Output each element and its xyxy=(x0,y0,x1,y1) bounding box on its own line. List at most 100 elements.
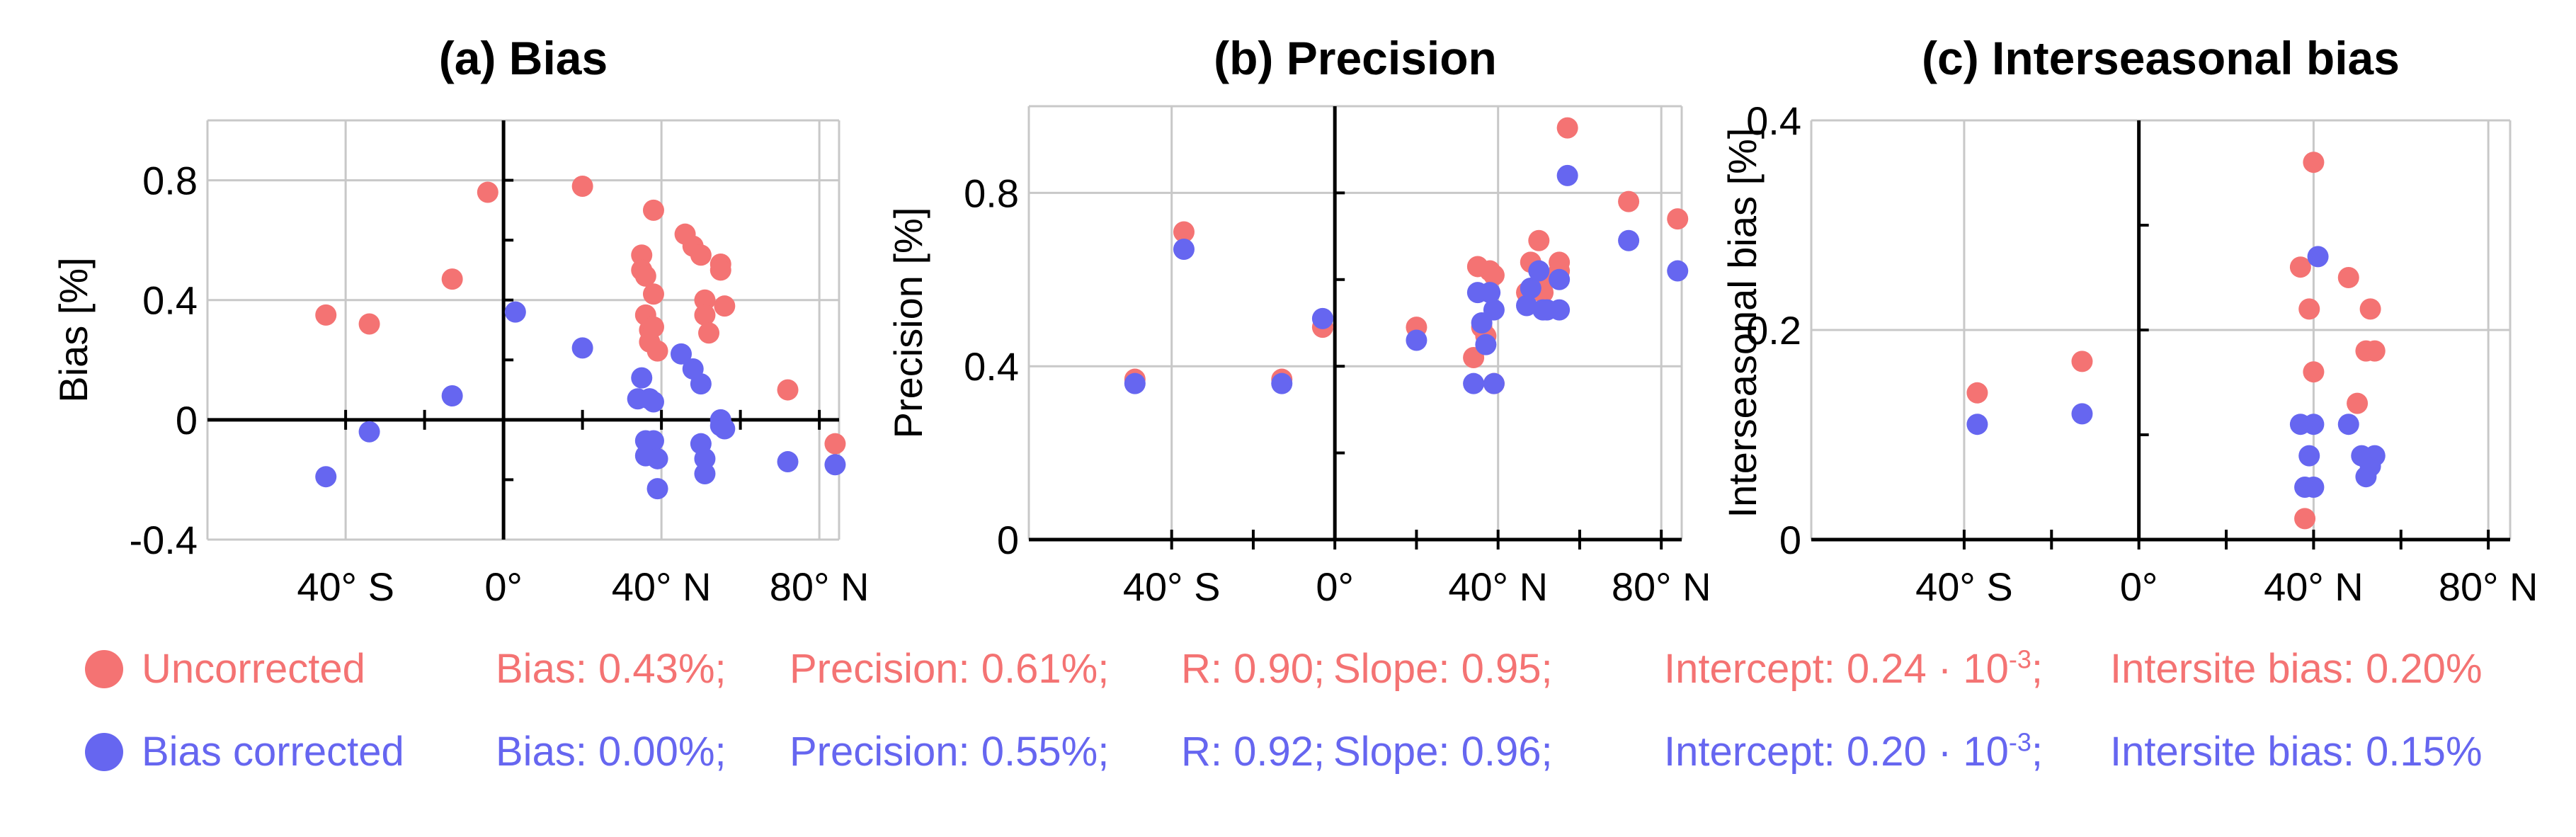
data-point-corrected xyxy=(1516,295,1538,317)
data-point-corrected xyxy=(1549,299,1571,321)
data-point-corrected xyxy=(1618,229,1640,251)
y-tick-label: 0 xyxy=(176,398,198,443)
panel-bias: (a) Bias -0.4 0 0.4 0.8 40° S 0° 40° N 80° N Bias… xyxy=(51,32,869,609)
data-point-uncorrected xyxy=(2298,298,2320,320)
data-point-corrected xyxy=(1966,414,1988,435)
data-point-uncorrected xyxy=(642,199,664,221)
x-tick-label: 0° xyxy=(484,564,523,609)
x-tick-label: 40° S xyxy=(297,564,394,609)
data-point-uncorrected xyxy=(2071,351,2093,372)
y-axis-label: Precision [%] xyxy=(886,207,930,439)
data-point-corrected xyxy=(646,448,668,469)
data-point-corrected xyxy=(1406,329,1427,351)
data-point-uncorrected xyxy=(1618,190,1640,212)
data-point-uncorrected xyxy=(777,379,799,401)
y-tick-label: 0.4 xyxy=(1746,98,1801,143)
chart-title: (b) Precision xyxy=(1214,32,1497,84)
data-point-corrected xyxy=(1483,299,1505,321)
data-point-uncorrected xyxy=(631,244,653,266)
data-point-uncorrected xyxy=(1966,382,1988,404)
data-point-corrected xyxy=(642,391,664,413)
y-tick-label: 0.8 xyxy=(142,159,198,203)
x-tick-label: 40° N xyxy=(1448,564,1548,609)
data-point-uncorrected xyxy=(2303,361,2325,383)
data-point-corrected xyxy=(690,373,712,395)
data-point-corrected xyxy=(777,451,799,473)
x-tick-label: 0° xyxy=(2120,564,2158,609)
data-point-corrected xyxy=(441,385,463,407)
data-point-uncorrected xyxy=(1173,221,1195,243)
data-point-uncorrected xyxy=(2364,340,2386,362)
data-point-uncorrected xyxy=(1549,251,1571,273)
data-point-corrected xyxy=(571,337,593,359)
data-point-uncorrected xyxy=(714,295,736,317)
data-point-uncorrected xyxy=(642,316,664,338)
data-point-uncorrected xyxy=(694,304,716,326)
y-tick-label: -0.4 xyxy=(130,518,198,562)
data-point-corrected xyxy=(2298,445,2320,467)
data-point-uncorrected xyxy=(694,289,716,311)
x-tick-label: 40° N xyxy=(2264,564,2364,609)
data-point-corrected xyxy=(1667,260,1689,282)
y-tick-label: 0.4 xyxy=(142,278,198,323)
x-tick-label: 80° N xyxy=(1612,564,1711,609)
data-point-uncorrected xyxy=(1667,208,1689,230)
data-point-uncorrected xyxy=(571,176,593,198)
data-point-corrected xyxy=(1483,372,1505,394)
data-point-corrected xyxy=(1520,278,1541,300)
data-point-corrected xyxy=(2071,403,2093,425)
data-point-corrected xyxy=(2307,246,2329,268)
data-point-uncorrected xyxy=(1528,229,1550,251)
data-point-corrected xyxy=(358,421,380,443)
data-point-uncorrected xyxy=(698,322,720,344)
data-point-corrected xyxy=(694,462,716,484)
data-point-corrected xyxy=(1475,334,1497,355)
data-point-corrected xyxy=(1479,282,1501,304)
data-point-uncorrected xyxy=(634,265,656,287)
data-point-corrected xyxy=(2303,414,2325,435)
data-point-uncorrected xyxy=(2303,152,2325,173)
data-point-corrected xyxy=(1556,164,1578,186)
y-axis-label: Bias [%] xyxy=(51,257,96,402)
data-point-uncorrected xyxy=(441,268,463,290)
chart-title: (a) Bias xyxy=(439,32,608,84)
data-point-uncorrected xyxy=(646,340,668,362)
data-point-uncorrected xyxy=(477,181,498,203)
x-tick-label: 40° S xyxy=(1915,564,2013,609)
y-axis-label: Interseasonal bias [%] xyxy=(1720,128,1765,518)
data-point-uncorrected xyxy=(358,313,380,335)
data-point-uncorrected xyxy=(642,283,664,305)
data-point-corrected xyxy=(1311,307,1333,329)
data-point-corrected xyxy=(2337,414,2359,435)
data-point-corrected xyxy=(694,448,716,469)
data-point-corrected xyxy=(642,430,664,452)
y-tick-label: 0 xyxy=(997,518,1019,562)
data-point-uncorrected xyxy=(315,304,337,326)
data-point-uncorrected xyxy=(1483,264,1505,286)
data-point-uncorrected xyxy=(2294,508,2316,530)
data-point-corrected xyxy=(1463,372,1485,394)
data-point-corrected xyxy=(504,301,526,323)
data-point-corrected xyxy=(671,343,692,365)
panel-precision: (b) Precision 0 0.4 0.8 40° S 0° 40° N 80° N Pre… xyxy=(886,32,1711,609)
y-tick-label: 0.8 xyxy=(964,171,1019,215)
x-tick-label: 80° N xyxy=(2439,564,2538,609)
data-point-corrected xyxy=(646,478,668,500)
data-point-corrected xyxy=(1173,238,1195,260)
data-point-corrected xyxy=(824,454,846,476)
data-point-corrected xyxy=(631,367,653,389)
chart-title: (c) Interseasonal bias xyxy=(1922,32,2400,84)
x-tick-label: 40° S xyxy=(1123,564,1221,609)
data-point-uncorrected xyxy=(2359,298,2381,320)
panel-interseasonal-bias: (c) Interseasonal bias 0 0.2 0.4 40° S 0° 40° … xyxy=(1720,32,2538,609)
data-point-corrected xyxy=(1124,372,1146,394)
x-tick-label: 0° xyxy=(1316,564,1354,609)
data-point-uncorrected xyxy=(2337,267,2359,288)
x-tick-label: 80° N xyxy=(770,564,870,609)
y-tick-label: 0.2 xyxy=(1746,308,1801,353)
data-point-corrected xyxy=(2364,445,2386,467)
data-point-uncorrected xyxy=(690,244,712,266)
data-point-uncorrected xyxy=(2289,256,2311,278)
x-tick-label: 40° N xyxy=(612,564,712,609)
